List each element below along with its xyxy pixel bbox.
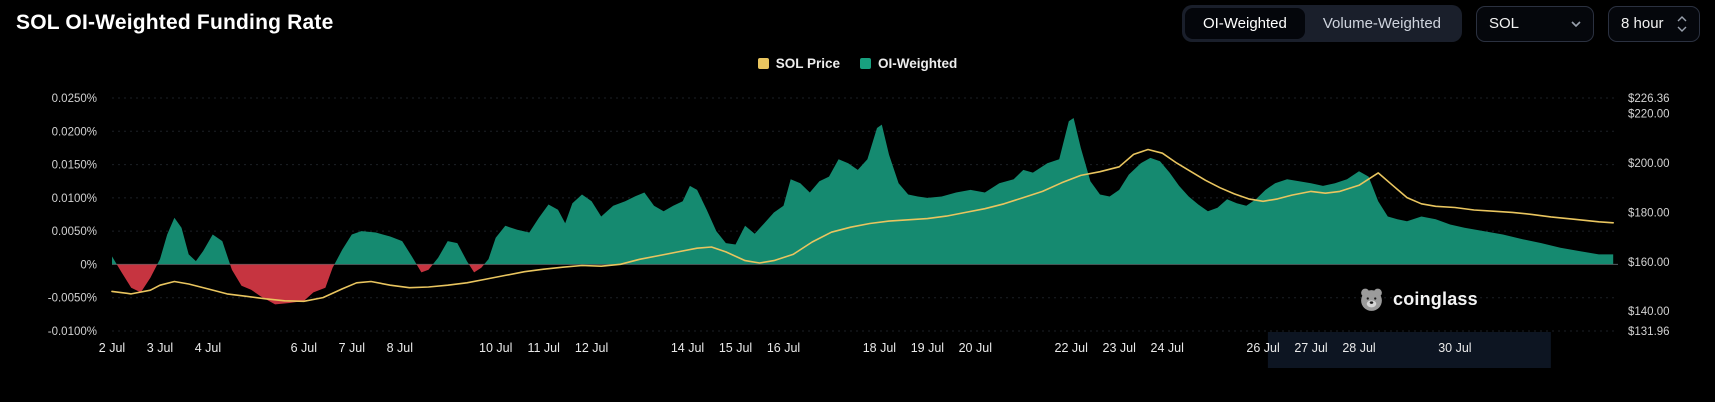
svg-text:4 Jul: 4 Jul xyxy=(195,341,221,355)
coinglass-logo-icon xyxy=(1358,286,1385,313)
svg-text:26 Jul: 26 Jul xyxy=(1246,341,1279,355)
svg-text:$131.96: $131.96 xyxy=(1628,326,1670,338)
svg-text:0.0250%: 0.0250% xyxy=(52,93,97,105)
toggle-volume-weighted[interactable]: Volume-Weighted xyxy=(1305,8,1459,39)
svg-text:22 Jul: 22 Jul xyxy=(1055,341,1088,355)
legend-label: OI-Weighted xyxy=(878,55,958,71)
svg-text:10 Jul: 10 Jul xyxy=(479,341,512,355)
svg-text:$180.00: $180.00 xyxy=(1628,207,1670,219)
sol-price-swatch xyxy=(757,57,769,69)
symbol-select-value: SOL xyxy=(1489,15,1520,32)
svg-text:$160.00: $160.00 xyxy=(1628,257,1670,269)
svg-text:$140.00: $140.00 xyxy=(1628,306,1670,318)
svg-text:$220.00: $220.00 xyxy=(1628,109,1670,121)
page-title: SOL OI-Weighted Funding Rate xyxy=(16,11,334,34)
svg-text:$200.00: $200.00 xyxy=(1628,158,1670,170)
funding-rate-chart[interactable]: 0.0250% 0.0200% 0.0150% 0.0100% 0.0050% 0% -0.… xyxy=(0,78,1715,396)
chart-area[interactable]: 0.0250% 0.0200% 0.0150% 0.0100% 0.0050% 0% -0.… xyxy=(0,78,1715,396)
symbol-select[interactable]: SOL xyxy=(1476,5,1594,42)
svg-text:6 Jul: 6 Jul xyxy=(291,341,317,355)
header-controls: OI-Weighted Volume-Weighted SOL 8 hour xyxy=(1181,5,1700,42)
svg-text:0.0050%: 0.0050% xyxy=(52,226,97,238)
svg-text:3 Jul: 3 Jul xyxy=(147,341,173,355)
watermark: coinglass xyxy=(1358,286,1478,313)
svg-text:24 Jul: 24 Jul xyxy=(1151,341,1184,355)
svg-text:20 Jul: 20 Jul xyxy=(959,341,992,355)
chevron-down-icon xyxy=(1571,20,1581,27)
svg-text:8 Jul: 8 Jul xyxy=(387,341,413,355)
svg-text:19 Jul: 19 Jul xyxy=(911,341,944,355)
up-down-stepper-icon xyxy=(1677,15,1687,32)
svg-text:16 Jul: 16 Jul xyxy=(767,341,800,355)
svg-text:0%: 0% xyxy=(80,259,97,271)
chart-legend: SOL Price OI-Weighted xyxy=(0,48,1715,78)
svg-text:7 Jul: 7 Jul xyxy=(339,341,365,355)
svg-text:2 Jul: 2 Jul xyxy=(99,341,125,355)
svg-text:23 Jul: 23 Jul xyxy=(1103,341,1136,355)
svg-text:0.0200%: 0.0200% xyxy=(52,126,97,138)
svg-text:15 Jul: 15 Jul xyxy=(719,341,752,355)
interval-select-value: 8 hour xyxy=(1621,15,1664,32)
svg-text:0.0100%: 0.0100% xyxy=(52,193,97,205)
legend-label: SOL Price xyxy=(775,55,841,71)
legend-item-oi-weighted[interactable]: OI-Weighted xyxy=(860,56,957,71)
interval-select[interactable]: 8 hour xyxy=(1608,5,1700,42)
header: SOL OI-Weighted Funding Rate OI-Weighted… xyxy=(0,0,1715,46)
legend-item-sol-price[interactable]: SOL Price xyxy=(757,55,841,71)
svg-text:30 Jul: 30 Jul xyxy=(1438,341,1471,355)
svg-text:-0.0100%: -0.0100% xyxy=(48,326,97,338)
svg-text:27 Jul: 27 Jul xyxy=(1294,341,1327,355)
oi-weighted-swatch xyxy=(860,57,872,69)
svg-text:28 Jul: 28 Jul xyxy=(1342,341,1375,355)
svg-text:14 Jul: 14 Jul xyxy=(671,341,704,355)
toggle-oi-weighted[interactable]: OI-Weighted xyxy=(1184,8,1305,39)
svg-text:-0.0050%: -0.0050% xyxy=(48,293,97,305)
svg-text:$226.36: $226.36 xyxy=(1628,93,1670,105)
watermark-label: coinglass xyxy=(1393,289,1478,309)
svg-text:0.0150%: 0.0150% xyxy=(52,160,97,172)
weighting-toggle: OI-Weighted Volume-Weighted xyxy=(1181,5,1462,42)
svg-text:12 Jul: 12 Jul xyxy=(575,341,608,355)
svg-text:11 Jul: 11 Jul xyxy=(527,341,559,355)
svg-text:18 Jul: 18 Jul xyxy=(863,341,896,355)
